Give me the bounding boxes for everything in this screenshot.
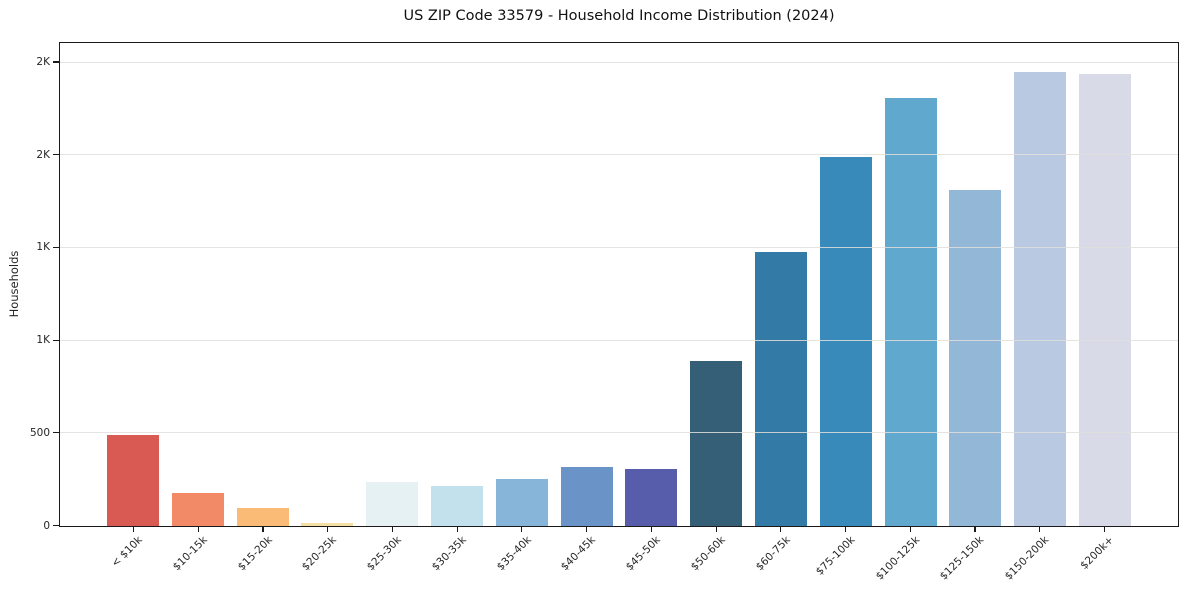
y-tick-label: 2K <box>36 148 50 161</box>
x-tick-label: $15-20k <box>235 534 275 574</box>
bar <box>366 482 419 526</box>
bar <box>236 508 289 526</box>
bar <box>301 523 354 526</box>
y-tick-mark <box>53 339 59 341</box>
y-tick-mark <box>53 524 59 527</box>
bar <box>949 190 1002 526</box>
y-tick-mark <box>53 246 59 248</box>
plot-area <box>59 42 1179 527</box>
bar <box>560 466 613 526</box>
y-tick-label: 500 <box>29 426 50 439</box>
x-tick-label: $35-40k <box>494 534 534 574</box>
x-tick-label: < $10k <box>109 534 145 570</box>
bar <box>430 485 483 526</box>
x-tick-mark <box>650 527 652 532</box>
x-tick-label: $10-15k <box>170 534 210 574</box>
y-tick-label: 1K <box>36 241 50 254</box>
bar <box>495 478 548 526</box>
chart-title: US ZIP Code 33579 - Household Income Dis… <box>403 8 835 24</box>
bars-container <box>107 43 1131 526</box>
x-tick-mark <box>521 527 523 532</box>
x-tick-mark <box>1103 527 1106 532</box>
x-tick-mark <box>909 527 911 532</box>
x-tick-label: $20-25k <box>300 534 340 574</box>
x-tick-mark <box>780 527 782 532</box>
x-tick-mark <box>974 527 976 532</box>
bar <box>884 97 937 526</box>
x-tick-mark <box>327 527 329 532</box>
y-tick-labels-container: 0 500 1K 1K 2K 2K <box>0 42 50 531</box>
x-tick-mark <box>715 527 717 532</box>
x-tick-label: $60-75k <box>753 534 793 574</box>
x-tick-label: $75-100k <box>813 534 858 578</box>
x-tick-mark <box>1039 527 1041 532</box>
bar <box>625 469 678 526</box>
x-tick-mark <box>586 527 588 532</box>
y-tick-label: 0 <box>43 519 50 532</box>
x-tick-mark <box>844 527 847 532</box>
y-tick-label: 1K <box>36 334 50 347</box>
x-tick-mark <box>456 527 458 532</box>
x-tick-label: $30-35k <box>429 534 469 574</box>
bar <box>1014 71 1067 526</box>
x-tick-label: $125-150k <box>937 534 987 583</box>
x-tick-mark <box>391 527 394 532</box>
x-tick-label: $40-45k <box>559 534 599 574</box>
x-tick-label: $150-200k <box>1002 534 1052 583</box>
y-tick-mark <box>53 61 59 63</box>
bar <box>171 493 224 526</box>
bar <box>107 435 159 526</box>
x-tick-label: $200k+ <box>1078 534 1116 572</box>
x-tick-label: $45-50k <box>623 534 663 574</box>
x-tick-mark <box>262 527 264 532</box>
x-tick-label: $25-30k <box>364 534 404 574</box>
bar <box>690 361 743 526</box>
x-tick-mark <box>132 527 135 532</box>
bar <box>754 251 807 526</box>
y-tick-label: 2K <box>36 56 50 69</box>
bar <box>819 157 872 526</box>
y-tick-mark <box>53 432 59 434</box>
x-tick-label: $100-125k <box>873 534 922 583</box>
y-tick-mark <box>53 154 59 156</box>
x-tick-label: $50-60k <box>688 534 728 574</box>
x-tick-mark <box>197 527 199 532</box>
bar <box>1078 73 1131 526</box>
